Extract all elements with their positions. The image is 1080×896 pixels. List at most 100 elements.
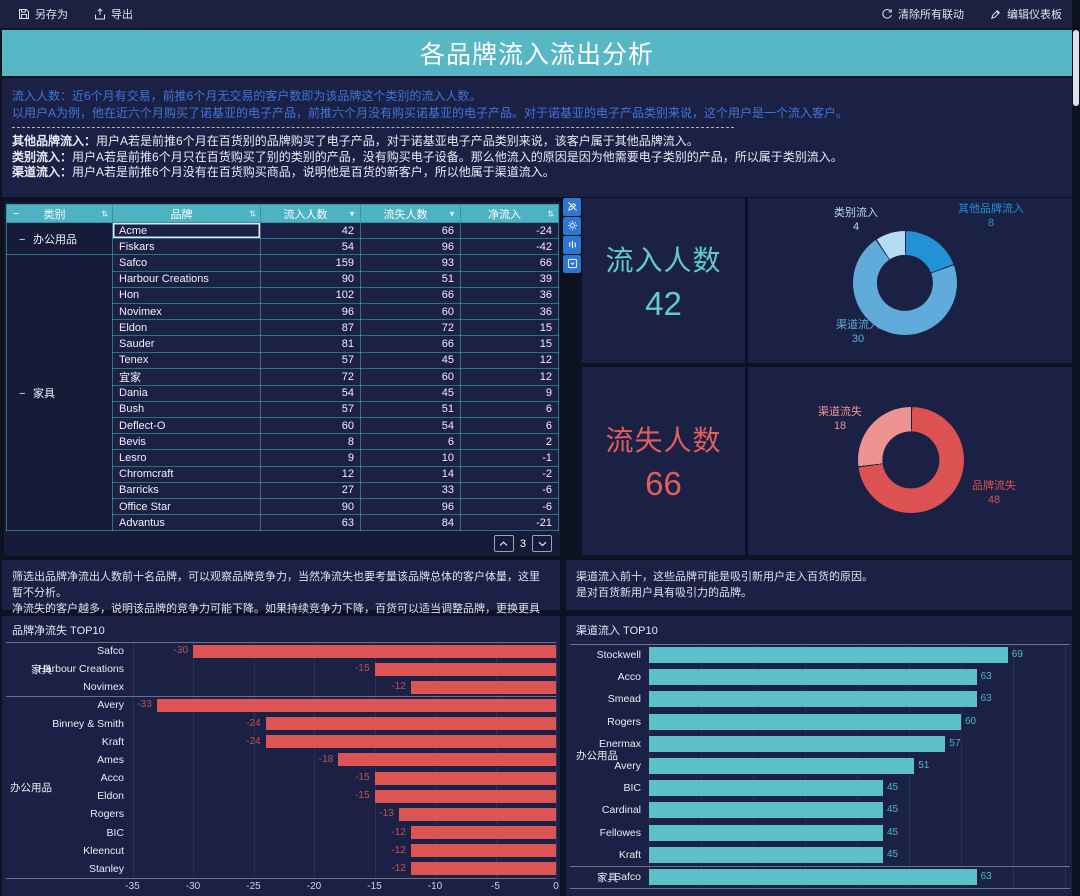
churn-cell[interactable]: 14	[360, 465, 461, 483]
edit-dashboard-button[interactable]: 编辑仪表板	[980, 2, 1072, 26]
inflow-donut-chart[interactable]	[853, 231, 957, 335]
table-row[interactable]: Advantus 63 84 -21	[7, 514, 559, 532]
net-inflow-cell[interactable]: 12	[460, 351, 559, 369]
net-inflow-cell[interactable]: -2	[460, 465, 559, 483]
churn-cell[interactable]: 66	[360, 286, 461, 304]
inflow-kpi-panel[interactable]: 流入人数 42	[582, 198, 745, 363]
table-row[interactable]: Fiskars 54 96 -42	[7, 238, 559, 256]
bar[interactable]	[649, 735, 946, 752]
page-down-button[interactable]	[532, 535, 552, 552]
inflow-cell[interactable]: 9	[260, 449, 361, 467]
inflow-cell[interactable]: 54	[260, 384, 361, 402]
cancel-linkage-button[interactable]	[563, 198, 581, 216]
bar[interactable]	[398, 807, 556, 821]
header-brand[interactable]: 品牌 ⇅	[112, 204, 261, 223]
bar[interactable]	[410, 844, 556, 858]
net-inflow-cell[interactable]: 12	[460, 367, 559, 386]
brand-cell[interactable]: Bevis	[112, 433, 261, 451]
churn-cell[interactable]: 33	[360, 481, 461, 500]
brand-cell[interactable]: Fiskars	[112, 238, 261, 256]
inflow-cell[interactable]: 72	[260, 367, 361, 386]
net-inflow-cell[interactable]: 9	[460, 384, 559, 402]
header-net-inflow[interactable]: 净流入 ⇅	[460, 204, 559, 223]
outflow-kpi-panel[interactable]: 流失人数 66	[582, 367, 745, 555]
net-inflow-cell[interactable]: 6	[460, 417, 559, 435]
page-scrollbar[interactable]	[1072, 0, 1080, 896]
brand-cell[interactable]: Dania	[112, 384, 261, 402]
brand-cell[interactable]: Barricks	[112, 481, 261, 500]
bar[interactable]	[374, 662, 556, 676]
brand-cell[interactable]: Novimex	[112, 302, 261, 321]
net-inflow-cell[interactable]: 66	[460, 254, 559, 272]
inflow-cell[interactable]: 87	[260, 319, 361, 337]
inflow-cell[interactable]: 90	[260, 497, 361, 516]
net-inflow-cell[interactable]: -42	[460, 238, 559, 256]
churn-cell[interactable]: 84	[360, 514, 461, 532]
churn-cell[interactable]: 54	[360, 417, 461, 435]
table-row[interactable]: Sauder 81 66 15	[7, 335, 559, 353]
brand-cell[interactable]: 宜家	[112, 367, 261, 386]
bar[interactable]	[649, 758, 915, 775]
churn-cell[interactable]: 45	[360, 384, 461, 402]
collapse-all-icon[interactable]: −	[13, 207, 20, 220]
chart-settings-button[interactable]	[563, 217, 581, 235]
churn-cell[interactable]: 60	[360, 367, 461, 386]
collapse-group-icon[interactable]: −	[19, 233, 26, 246]
brand-cell[interactable]: Lesro	[112, 449, 261, 467]
brand-cell[interactable]: Deflect-O	[112, 417, 261, 435]
export-button[interactable]: 导出	[84, 2, 143, 26]
bar[interactable]	[410, 862, 556, 876]
net-inflow-cell[interactable]: 39	[460, 270, 559, 288]
net-inflow-cell[interactable]: -1	[460, 449, 559, 467]
net-inflow-cell[interactable]: -24	[460, 221, 559, 240]
sort-icon[interactable]: ⇅	[547, 209, 554, 218]
brand-cell[interactable]: Sauder	[112, 335, 261, 353]
bar[interactable]	[156, 699, 556, 712]
page-up-button[interactable]	[493, 535, 514, 552]
brand-cell[interactable]: Hon	[112, 286, 261, 304]
brand-cell[interactable]: Eldon	[112, 319, 261, 337]
table-row[interactable]: − 办公用品 Acme 42 66 -24	[6, 221, 559, 256]
churn-cell[interactable]: 45	[360, 351, 461, 369]
brand-cell[interactable]: Office Star	[112, 497, 261, 516]
category-cell[interactable]: − 家具	[6, 254, 113, 532]
bar[interactable]	[649, 824, 883, 841]
net-inflow-cell[interactable]: 15	[460, 335, 559, 353]
churn-cell[interactable]: 51	[360, 400, 461, 419]
table-row[interactable]: Dania 54 45 9	[7, 384, 559, 402]
bar[interactable]	[265, 735, 556, 749]
bar[interactable]	[649, 802, 883, 819]
chart-data-button[interactable]	[563, 236, 581, 254]
brand-cell[interactable]: Acme	[112, 221, 261, 240]
inflow-cell[interactable]: 12	[260, 465, 361, 483]
churn-cell[interactable]: 96	[360, 238, 461, 256]
category-cell[interactable]: − 办公用品	[6, 221, 113, 256]
bar[interactable]	[649, 780, 883, 797]
brand-cell[interactable]: Harbour Creations	[112, 270, 261, 288]
bar[interactable]	[649, 647, 1008, 664]
table-row[interactable]: Chromcraft 12 14 -2	[7, 465, 559, 483]
sort-icon[interactable]: ⇅	[101, 209, 108, 218]
bar[interactable]	[649, 691, 977, 708]
bar[interactable]	[410, 826, 556, 840]
net-inflow-cell[interactable]: -6	[460, 481, 559, 500]
inflow-cell[interactable]: 42	[260, 221, 361, 240]
net-inflow-cell[interactable]: 6	[460, 400, 559, 419]
inflow-cell[interactable]: 90	[260, 270, 361, 288]
net-inflow-cell[interactable]: -6	[460, 497, 559, 516]
table-row[interactable]: Eldon 87 72 15	[7, 319, 559, 337]
churn-cell[interactable]: 66	[360, 221, 461, 240]
outflow-donut-chart[interactable]	[858, 407, 964, 513]
bar[interactable]	[265, 717, 556, 731]
bar[interactable]	[410, 680, 556, 694]
inflow-cell[interactable]: 81	[260, 335, 361, 353]
table-row[interactable]: Hon 102 66 36	[7, 286, 559, 304]
bar[interactable]	[649, 846, 883, 863]
churn-cell[interactable]: 60	[360, 302, 461, 321]
inflow-cell[interactable]: 63	[260, 514, 361, 532]
inflow-cell[interactable]: 102	[260, 286, 361, 304]
header-churn[interactable]: 流失人数 ▼	[360, 204, 461, 223]
inflow-cell[interactable]: 27	[260, 481, 361, 500]
churn-cell[interactable]: 72	[360, 319, 461, 337]
bar[interactable]	[338, 753, 556, 767]
